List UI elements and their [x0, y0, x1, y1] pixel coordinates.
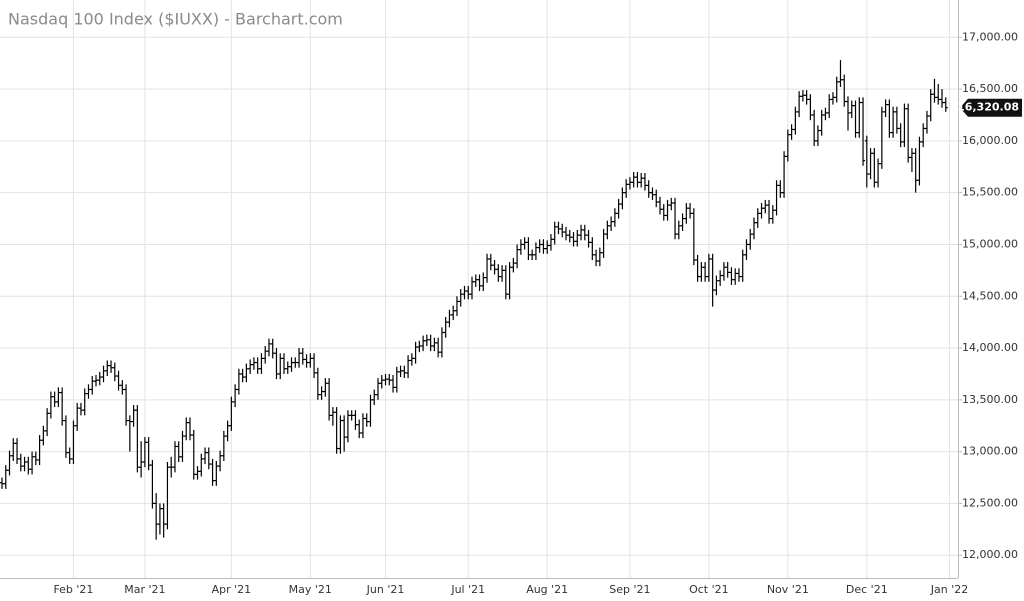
grid — [0, 0, 958, 578]
chart-title: Nasdaq 100 Index ($IUXX) - Barchart.com — [8, 10, 343, 29]
y-tick-label: 12,000.00 — [962, 548, 1018, 561]
y-tick-label: 14,500.00 — [962, 289, 1018, 302]
x-tick-label: Aug '21 — [526, 583, 568, 596]
bars — [0, 60, 948, 540]
y-tick-label: 16,000.00 — [962, 134, 1018, 147]
x-tick-label: Dec '21 — [846, 583, 888, 596]
x-tick-label: Mar '21 — [124, 583, 165, 596]
y-tick-label: 13,000.00 — [962, 445, 1018, 458]
x-tick-label: Feb '21 — [53, 583, 93, 596]
y-tick-label: 17,000.00 — [962, 30, 1018, 43]
last-price-tag — [960, 98, 1022, 117]
x-tick-label: Oct '21 — [689, 583, 729, 596]
last-price-label: 16,320.08 — [957, 101, 1019, 114]
y-tick-label: 15,500.00 — [962, 186, 1018, 199]
y-tick-label: 12,500.00 — [962, 496, 1018, 509]
y-tick-label: 15,000.00 — [962, 237, 1018, 250]
x-tick-label: May '21 — [289, 583, 332, 596]
x-tick-label: Jun '21 — [366, 583, 405, 596]
y-tick-label: 13,500.00 — [962, 393, 1018, 406]
y-tick-label: 14,000.00 — [962, 341, 1018, 354]
x-tick-label: Nov '21 — [767, 583, 809, 596]
x-tick-label: Sep '21 — [609, 583, 650, 596]
y-tick-label: 16,500.00 — [962, 82, 1018, 95]
x-tick-label: Apr '21 — [212, 583, 252, 596]
x-tick-label: Jul '21 — [450, 583, 485, 596]
x-tick-label: Jan '22 — [930, 583, 968, 596]
